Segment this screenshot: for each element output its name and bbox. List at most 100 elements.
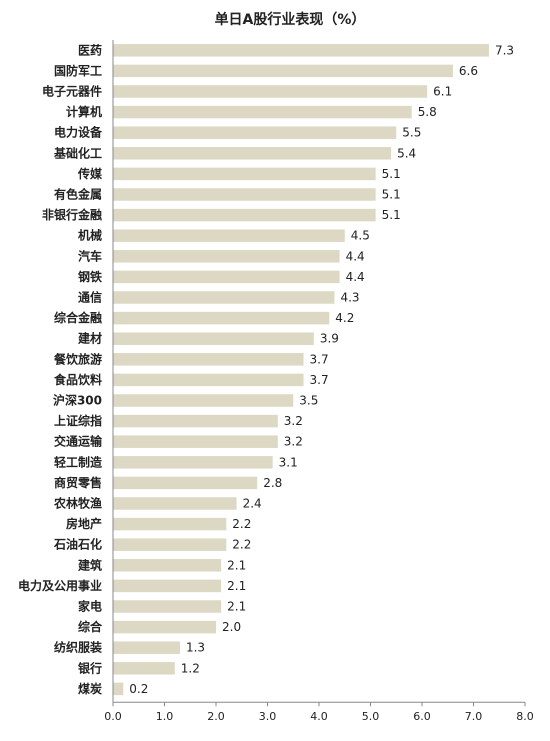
bar (113, 682, 124, 696)
bar (113, 600, 222, 613)
bar (113, 126, 397, 139)
category-label: 沪深300 (53, 393, 102, 408)
category-label: 机械 (78, 228, 102, 243)
value-label: 2.2 (232, 538, 251, 552)
category-label: 房地产 (66, 516, 102, 531)
bar (113, 188, 376, 201)
bar (113, 167, 376, 181)
bar (113, 291, 335, 304)
value-label: 5.8 (418, 105, 437, 119)
category-label: 轻工制造 (54, 454, 103, 469)
category-label: 食品饮料 (53, 372, 102, 387)
value-label: 5.1 (382, 167, 401, 181)
bar (113, 414, 278, 428)
category-label: 基础化工 (53, 145, 102, 160)
bar (113, 559, 222, 572)
category-label: 建材 (77, 331, 102, 346)
category-label: 建筑 (77, 557, 102, 572)
value-label: 6.6 (459, 64, 478, 78)
category-label: 银行 (78, 660, 102, 675)
value-label: 4.2 (335, 311, 354, 325)
category-label: 有色金属 (54, 187, 102, 202)
bar (113, 662, 175, 675)
bar (113, 64, 453, 78)
value-label: 3.5 (299, 394, 318, 408)
bar (113, 353, 304, 366)
category-label: 通信 (78, 290, 102, 305)
value-label: 5.1 (382, 208, 401, 222)
value-label: 3.7 (310, 373, 329, 387)
x-tick-label: 8.0 (516, 710, 534, 723)
value-label: 2.1 (227, 558, 246, 572)
x-tick-label: 5.0 (362, 710, 380, 723)
bar (113, 641, 180, 654)
bar (113, 332, 314, 345)
category-label: 上证综指 (54, 413, 102, 428)
x-axis: 0.0 1.0 2.0 3.0 4.0 5.0 6.0 7.0 8.0 (104, 40, 534, 723)
category-label: 家电 (78, 599, 102, 614)
value-label: 4.4 (346, 270, 365, 284)
category-label: 国防军工 (54, 63, 102, 78)
category-label: 农林牧渔 (53, 496, 102, 511)
category-label: 综合 (78, 619, 103, 634)
category-label: 餐饮旅游 (54, 351, 102, 366)
value-label: 2.1 (227, 600, 246, 614)
bar (113, 250, 340, 263)
category-label: 传媒 (77, 166, 103, 181)
value-label: 2.2 (232, 517, 251, 531)
value-label: 6.1 (433, 85, 452, 99)
value-label: 2.8 (263, 476, 282, 490)
category-label: 电力设备 (54, 125, 103, 140)
bar (113, 456, 273, 469)
category-label: 纺织服装 (54, 640, 102, 655)
bar (113, 373, 304, 387)
bar (113, 517, 227, 531)
chart-title: 单日A股行业表现（%） (215, 11, 366, 28)
bar (113, 394, 294, 407)
category-label: 汽车 (78, 248, 102, 263)
x-tick-label: 6.0 (413, 710, 431, 723)
category-label: 计算机 (66, 104, 102, 119)
category-label: 石油石化 (53, 537, 102, 552)
bar (113, 44, 489, 57)
value-label: 4.5 (351, 229, 370, 243)
x-tick-label: 0.0 (104, 710, 122, 723)
value-label: 1.3 (186, 641, 205, 655)
value-label: 2.1 (227, 579, 246, 593)
bar (113, 85, 428, 98)
category-label: 医药 (78, 42, 102, 57)
value-label: 1.2 (181, 661, 200, 675)
category-label: 钢铁 (78, 269, 102, 284)
bar (113, 476, 258, 490)
bar (113, 538, 227, 551)
bar (113, 270, 340, 284)
value-label: 5.1 (382, 188, 401, 202)
category-label: 非银行金融 (42, 207, 102, 222)
bar (113, 147, 392, 160)
x-tick-label: 2.0 (207, 710, 225, 723)
category-label: 交通运输 (54, 434, 103, 449)
value-label: 4.4 (346, 249, 365, 263)
value-label: 4.3 (340, 291, 359, 305)
bar (113, 311, 330, 325)
value-label: 2.0 (222, 620, 241, 634)
x-tick-label: 7.0 (465, 710, 483, 723)
bar (113, 579, 222, 593)
value-label: 5.4 (397, 146, 416, 160)
category-label: 综合金融 (54, 310, 102, 325)
x-tick-label: 4.0 (310, 710, 328, 723)
x-tick-label: 1.0 (156, 710, 174, 723)
value-label: 0.2 (129, 682, 148, 696)
bar (113, 229, 345, 242)
bar (113, 105, 412, 119)
bar (113, 208, 376, 222)
value-label: 3.2 (284, 414, 303, 428)
value-label: 3.7 (310, 352, 329, 366)
category-label: 电子元器件 (42, 84, 102, 99)
value-label: 3.9 (320, 332, 339, 346)
bar (113, 497, 237, 510)
category-label: 电力及公用事业 (18, 578, 102, 593)
category-label: 煤炭 (78, 681, 102, 696)
bar (113, 435, 278, 448)
